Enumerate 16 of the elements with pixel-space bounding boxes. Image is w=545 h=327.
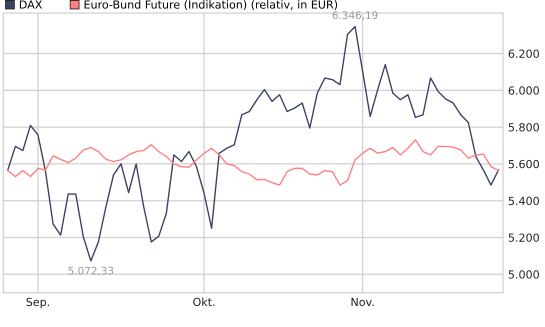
y-tick-label: 5.200	[508, 233, 539, 242]
annotation: 5.072,33	[68, 266, 114, 276]
x-tick-label: Okt.	[193, 298, 214, 306]
y-tick-label: 5.400	[508, 196, 539, 206]
y-tick-label: 6.000	[508, 86, 539, 95]
y-tick-label: 5.600	[508, 160, 539, 168]
y-tick-label: 5.000	[508, 270, 539, 279]
legend-label: Euro-Bund Future (Indikation) (relativ, in EUR)	[84, 0, 338, 10]
legend-label: DAX	[20, 0, 42, 9]
line-series	[7, 26, 500, 262]
line-series	[7, 139, 500, 186]
x-tick-label: Nov.	[352, 298, 374, 306]
annotation: 6.346,19	[332, 11, 378, 20]
y-tick-label: 6.200	[508, 50, 539, 58]
x-tick-label: Sep.	[26, 298, 50, 308]
y-tick-label: 5.800	[508, 123, 539, 132]
